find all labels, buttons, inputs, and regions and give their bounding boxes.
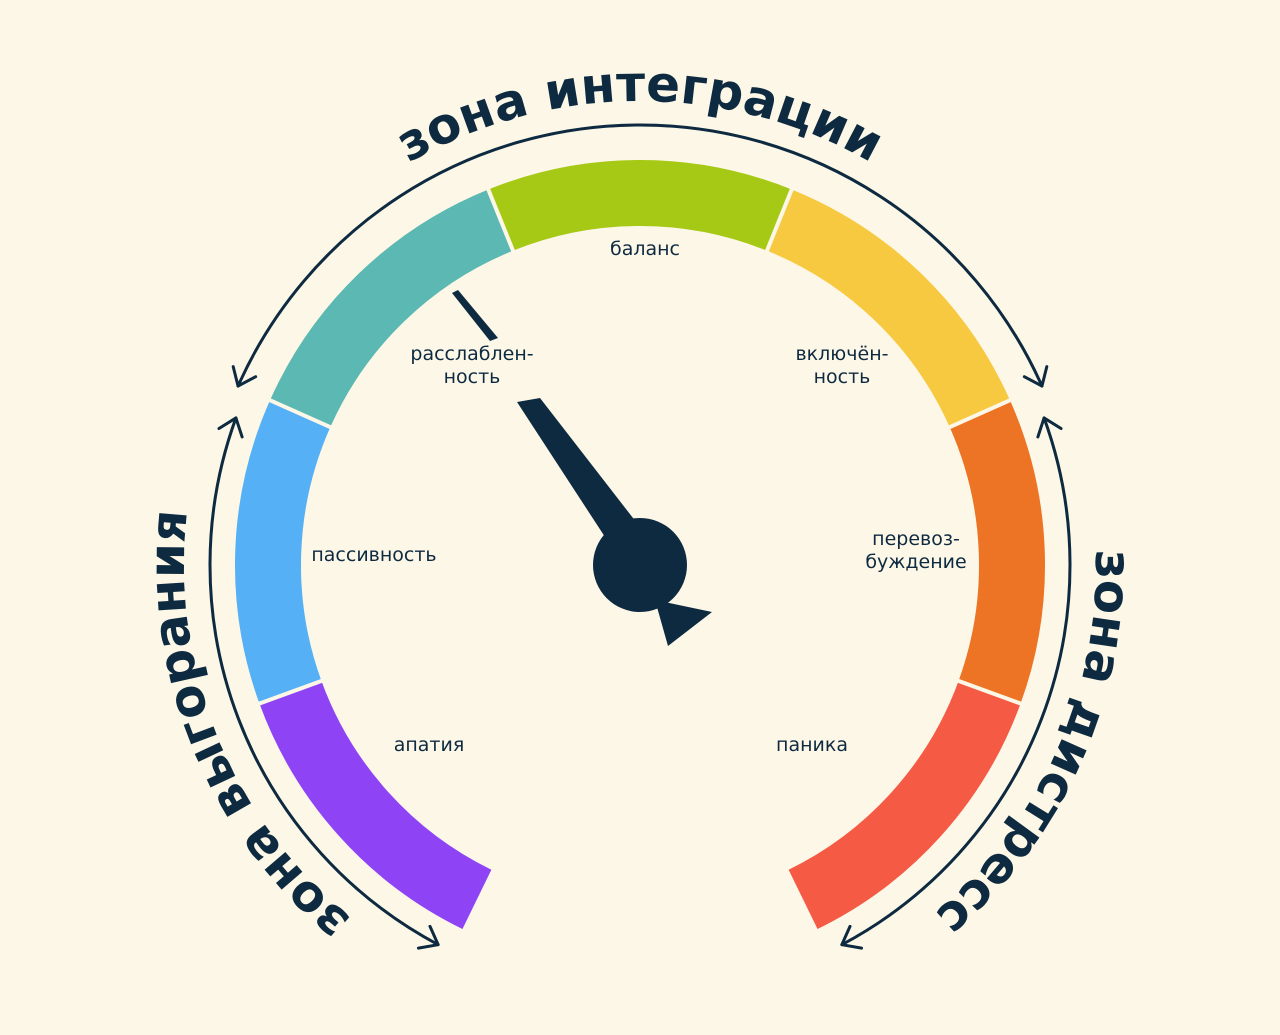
label-line: баланс [610, 238, 680, 260]
segment-gap [256, 678, 325, 707]
label-line: ность [814, 366, 871, 388]
ring-segment [488, 160, 792, 251]
segment-label: перевоз-буждение [865, 528, 966, 573]
zone-arrows [208, 123, 1072, 950]
ring-segment [235, 400, 331, 704]
label-line: включён- [795, 343, 888, 365]
ring-segment [270, 189, 514, 428]
needle-hub [593, 518, 687, 612]
ring-segment [259, 680, 492, 930]
arrow-head [840, 924, 864, 950]
arrow-head [217, 416, 244, 439]
arrow-head [1022, 365, 1049, 388]
segment-label: пассивность [311, 544, 436, 566]
needle-tail [655, 600, 712, 646]
segment-label: включён-ность [795, 343, 888, 388]
arrow-head [416, 924, 440, 950]
label-line: пассивность [311, 544, 436, 566]
segment-label: расслаблен-ность [410, 343, 533, 388]
needle [452, 290, 712, 646]
arrow-head [231, 365, 258, 388]
segment-gap [764, 186, 795, 254]
needle-tip [452, 290, 498, 341]
arrow-arc [208, 416, 440, 947]
label-line: буждение [865, 551, 966, 573]
segment-labels: апатия пассивность расслаблен-ность баланс в… [311, 238, 966, 756]
needle-body [517, 398, 650, 560]
ring-segment [766, 189, 1010, 428]
segment-gap [955, 678, 1024, 707]
segment-gap [485, 186, 516, 254]
ring-segment [788, 680, 1021, 930]
ring [235, 160, 1045, 930]
segment-gap [947, 397, 1013, 430]
label-line: паника [776, 734, 848, 756]
arrow-arc [236, 123, 1044, 388]
segment-label: паника [776, 734, 848, 756]
segment-gap [267, 397, 333, 430]
arrow-head [1036, 416, 1063, 439]
label-line: ность [444, 366, 501, 388]
segment-label: баланс [610, 238, 680, 260]
ring-segment [949, 400, 1045, 704]
label-line: расслаблен- [410, 343, 533, 365]
label-line: апатия [394, 734, 465, 756]
segment-label: апатия [394, 734, 465, 756]
label-line: перевоз- [872, 528, 960, 550]
arrow-arc [840, 416, 1072, 947]
